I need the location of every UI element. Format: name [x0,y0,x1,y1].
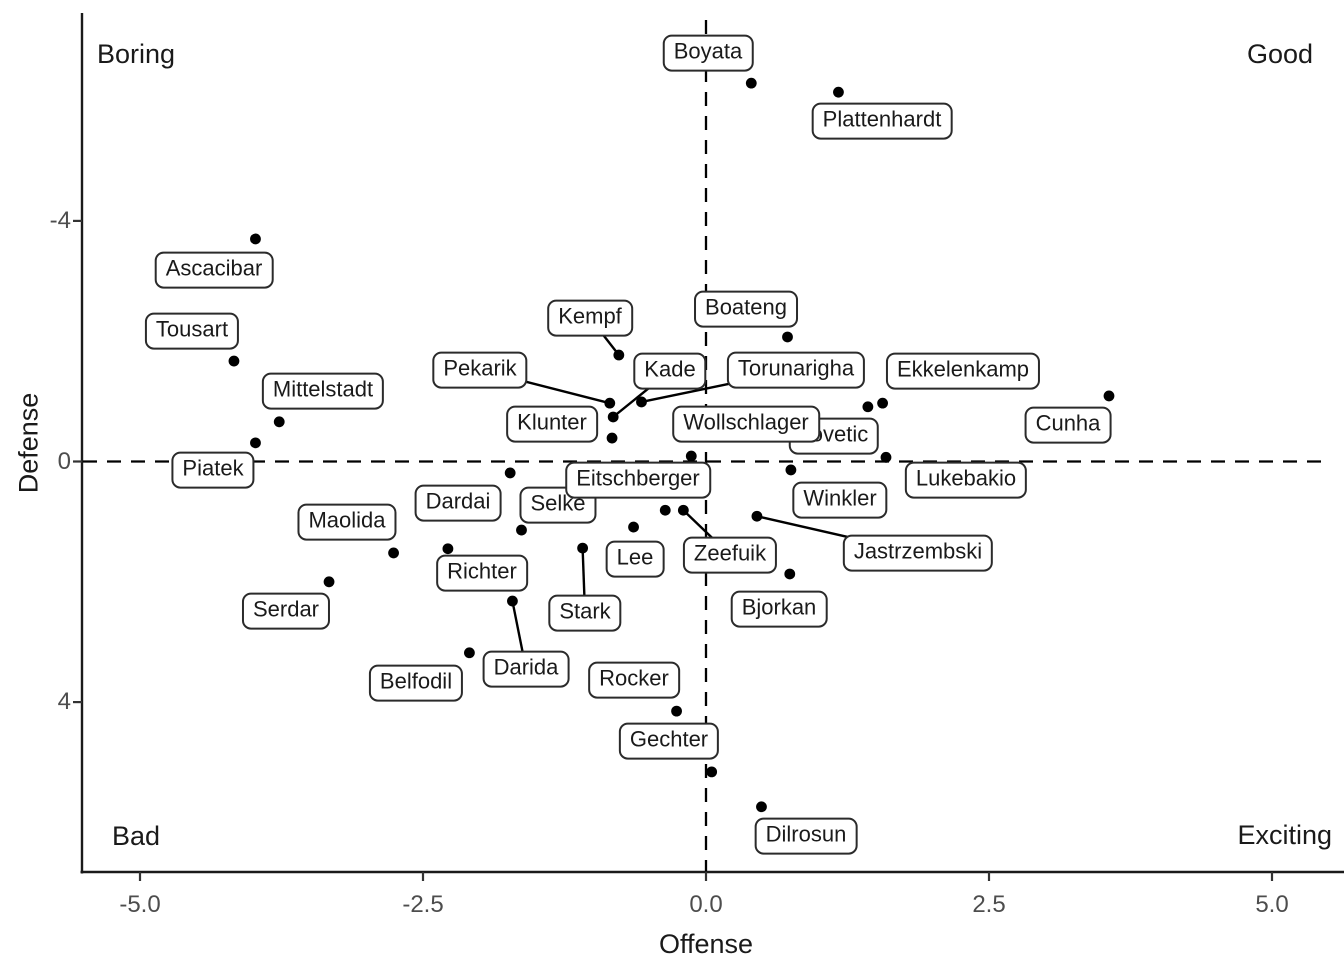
player-label: Gechter [618,722,720,760]
data-point [706,766,718,778]
data-point [745,77,757,89]
data-point [862,401,874,413]
player-label: Piatek [171,451,255,489]
data-point [504,467,516,479]
data-point [1103,390,1115,402]
y-tick-label: 0 [57,447,71,475]
player-label: Zeefuik [682,536,778,574]
x-axis-title: Offense [658,929,754,959]
player-label: Darida [482,650,570,688]
data-point [604,397,616,409]
data-point [782,331,793,343]
data-point [628,521,639,533]
player-label: Kade [633,352,707,390]
data-point [250,233,261,245]
quadrant-label-boring: Boring [97,39,176,69]
data-point [785,464,797,476]
player-label: Stark [548,594,622,632]
data-point [273,416,285,428]
data-point [606,432,618,444]
player-label: Dardai [414,484,502,522]
data-point [464,647,475,659]
data-point [833,86,844,98]
data-point [636,396,647,408]
data-point [323,576,335,588]
player-label: Lee [605,540,665,578]
player-label: Cunha [1024,406,1112,444]
data-point [577,542,589,554]
data-point [756,801,767,813]
player-label: Boateng [694,290,798,328]
data-point [877,397,888,409]
data-point [671,705,682,717]
data-point [516,524,527,536]
quadrant-label-exciting: Exciting [1237,820,1332,850]
player-label: Dilrosun [754,817,858,855]
x-tick-label: 0.0 [689,891,723,918]
player-label: Boyata [662,34,754,72]
y-tick-label: 4 [57,688,71,716]
x-tick-label: 5.0 [1255,891,1289,918]
data-point [784,568,796,580]
player-label: Pekarik [432,351,528,389]
data-point [685,450,697,462]
data-point [250,437,261,449]
player-label: Belfodil [368,664,464,702]
data-point [677,504,689,516]
y-axis-title: Defense [13,392,44,494]
player-label: Mittelstadt [261,372,385,410]
data-point [659,504,671,516]
player-label: Winkler [792,481,888,519]
player-label: Tousart [144,312,240,350]
quadrant-label-bad: Bad [112,821,161,851]
data-point [613,349,625,361]
player-label: Torunarigha [726,351,866,389]
data-point [880,451,892,463]
player-label: Rocker [588,661,680,699]
player-label: Kempf [547,299,633,337]
player-label: Klunter [506,405,598,443]
y-tick-label: -4 [49,206,71,234]
data-point [442,543,454,555]
player-label: Bjorkan [730,590,828,628]
x-tick-label: -2.5 [402,891,444,918]
player-label: Wollschlager [672,405,820,443]
data-point [388,547,399,559]
data-point [228,355,240,367]
player-label: Eitschberger [565,461,711,499]
player-label: Ascacibar [154,251,274,289]
player-label: Jastrzembski [842,534,994,572]
data-point [507,595,518,607]
x-tick-label: -5.0 [119,891,161,918]
player-label: Lukebakio [904,461,1028,499]
data-point [607,411,619,423]
data-point [751,510,763,522]
player-label: Richter [436,554,528,592]
player-label: Ekkelenkamp [885,352,1041,390]
x-tick-label: 2.5 [972,891,1006,918]
player-label: Serdar [241,592,331,630]
quadrant-label-good: Good [1246,39,1313,69]
player-label: Plattenhardt [811,102,953,140]
player-label: Maolida [297,503,397,541]
